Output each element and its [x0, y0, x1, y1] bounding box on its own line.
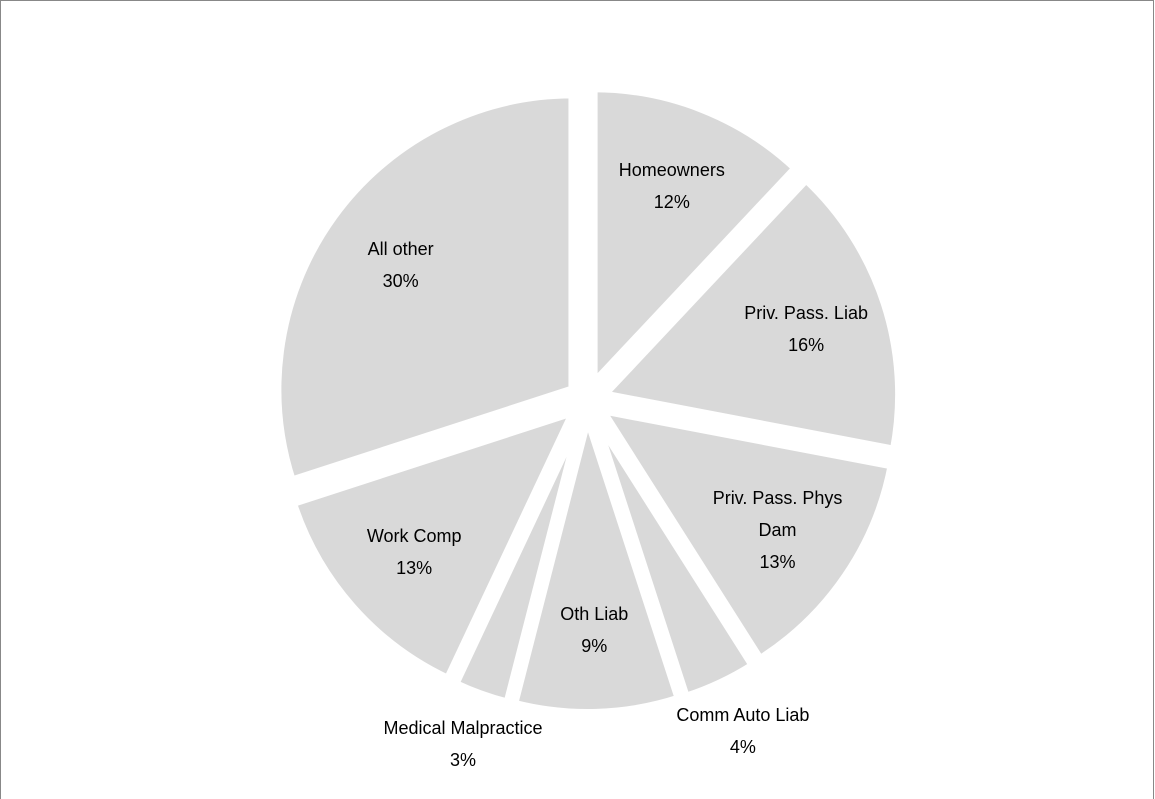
pie-slice — [509, 403, 684, 717]
pie-slice — [596, 173, 904, 455]
category-label: Oth Liab — [560, 604, 629, 625]
value-label: 30% — [382, 270, 419, 291]
category-label: Work Comp — [366, 526, 462, 547]
value-label: 13% — [396, 558, 433, 579]
data-label: Priv. Pass. Liab 16% — [726, 297, 886, 361]
value-label: 12% — [653, 191, 690, 212]
category-label: Comm Auto Liab — [676, 705, 810, 726]
data-label: Oth Liab 9% — [514, 598, 674, 662]
category-label: All other — [367, 238, 434, 259]
data-label: Medical Malpractice 3% — [383, 712, 543, 776]
pie-slice — [593, 404, 897, 665]
value-label: 3% — [449, 750, 476, 771]
value-label: 9% — [581, 636, 608, 657]
category-label: Medical Malpractice — [383, 718, 543, 739]
pie-slice — [273, 90, 577, 486]
category-label: Homeowners — [618, 159, 725, 180]
pie-slice — [589, 84, 802, 394]
value-label: 4% — [729, 737, 756, 758]
category-label: Priv. Pass. Liab — [744, 302, 868, 323]
data-label: Priv. Pass. Phys Dam 13% — [698, 482, 858, 578]
pie-slice — [590, 414, 759, 702]
data-label: Homeowners 12% — [592, 154, 752, 218]
data-label: All other 30% — [321, 233, 481, 297]
category-label: Priv. Pass. Phys Dam — [712, 487, 843, 540]
value-label: 16% — [788, 334, 825, 355]
pie-slice — [449, 415, 585, 708]
pie-slice — [287, 405, 582, 685]
data-label: Comm Auto Liab 4% — [663, 699, 823, 763]
data-label: Work Comp 13% — [334, 520, 494, 584]
value-label: 13% — [759, 551, 796, 572]
